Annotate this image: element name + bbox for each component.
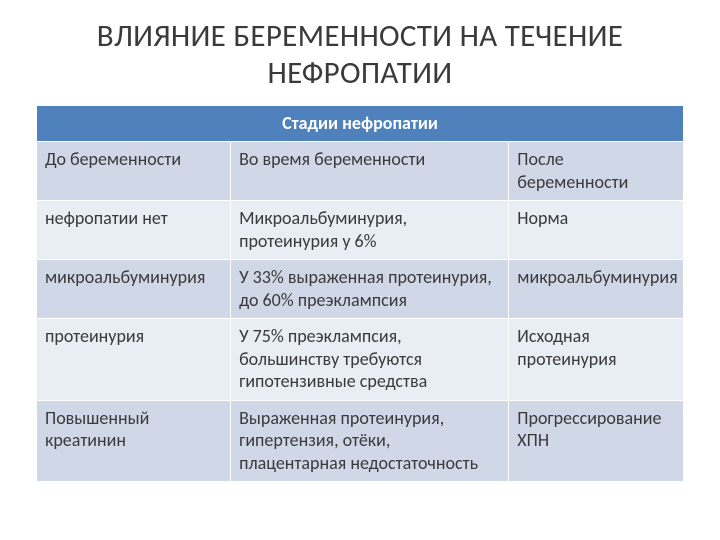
cell: У 75% преэклампсия, большинству требуютс… bbox=[231, 319, 509, 401]
col-header-after: После беременности bbox=[509, 142, 684, 201]
cell: нефропатии нет bbox=[37, 201, 231, 260]
cell: Повышенный креатинин bbox=[37, 400, 231, 482]
cell: микроальбуминурия bbox=[37, 260, 231, 319]
cell: Норма bbox=[509, 201, 684, 260]
cell: У 33% выраженная протеинурия, до 60% пре… bbox=[231, 260, 509, 319]
table-header-row: Стадии нефропатии bbox=[37, 106, 684, 142]
col-header-before: До беременности bbox=[37, 142, 231, 201]
cell: Исходная протеинурия bbox=[509, 319, 684, 401]
cell: Выраженная протеинурия, гипертензия, отё… bbox=[231, 400, 509, 482]
cell: Микроальбуминурия, протеинурия у 6% bbox=[231, 201, 509, 260]
table-row: микроальбуминурия У 33% выраженная проте… bbox=[37, 260, 684, 319]
table-span-header: Стадии нефропатии bbox=[37, 106, 684, 142]
cell: Прогрессирование ХПН bbox=[509, 400, 684, 482]
cell: микроальбуминурия bbox=[509, 260, 684, 319]
table-subheader-row: До беременности Во время беременности По… bbox=[37, 142, 684, 201]
table-row: Повышенный креатинин Выраженная протеину… bbox=[37, 400, 684, 482]
slide: ВЛИЯНИЕ БЕРЕМЕННОСТИ НА ТЕЧЕНИЕ НЕФРОПАТ… bbox=[0, 0, 720, 540]
cell: протеинурия bbox=[37, 319, 231, 401]
stages-table: Стадии нефропатии До беременности Во вре… bbox=[36, 105, 684, 482]
table-row: нефропатии нет Микроальбуминурия, протеи… bbox=[37, 201, 684, 260]
col-header-during: Во время беременности bbox=[231, 142, 509, 201]
table-row: протеинурия У 75% преэклампсия, большинс… bbox=[37, 319, 684, 401]
slide-title: ВЛИЯНИЕ БЕРЕМЕННОСТИ НА ТЕЧЕНИЕ НЕФРОПАТ… bbox=[36, 18, 684, 91]
